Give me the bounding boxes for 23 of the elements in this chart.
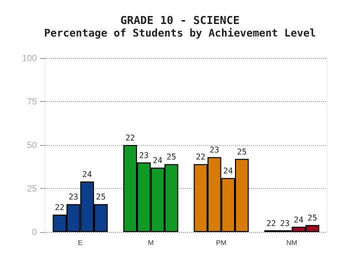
series-label: 23 (68, 192, 78, 202)
y-tick-label: 50 (26, 140, 37, 150)
text: 25 (308, 214, 318, 223)
series-label: 24 (82, 170, 92, 180)
series-label: 22 (54, 203, 65, 212)
text: 22 (266, 218, 276, 228)
y-tick-label: 100 (22, 53, 37, 63)
y-tick-label: 25 (26, 184, 37, 194)
text: 25 (166, 152, 176, 162)
chart-subtitle: Percentage of Students by Achievement Level (44, 28, 316, 40)
text: 22 (196, 152, 206, 162)
text: 23 (139, 150, 149, 160)
text: 25 (237, 147, 247, 156)
series-label: 25 (96, 192, 106, 202)
text: 23 (210, 146, 220, 155)
y-tick-label: 75 (26, 96, 37, 106)
text: 24 (294, 215, 304, 224)
chart-title: GRADE 10 - SCIENCE (120, 14, 240, 27)
text: 24 (152, 156, 162, 166)
text: 24 (223, 166, 233, 176)
text: 23 (280, 218, 290, 228)
text: 22 (125, 134, 135, 142)
y-tick-label: 0 (32, 227, 37, 237)
